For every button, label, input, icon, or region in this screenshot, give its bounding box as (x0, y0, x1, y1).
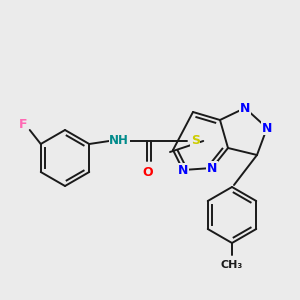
Text: N: N (262, 122, 272, 134)
Text: S: S (191, 134, 200, 148)
Text: F: F (19, 118, 27, 130)
Text: N: N (240, 101, 250, 115)
Text: N: N (207, 161, 217, 175)
Text: O: O (142, 166, 153, 178)
Text: N: N (178, 164, 188, 176)
Text: NH: NH (109, 134, 129, 148)
Text: CH₃: CH₃ (221, 260, 243, 270)
